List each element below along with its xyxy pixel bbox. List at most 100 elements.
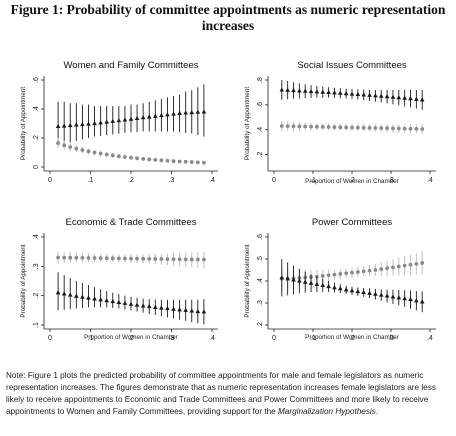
- data-point-triangle: [419, 299, 425, 304]
- data-point-circle: [189, 160, 194, 164]
- data-point-circle: [129, 256, 133, 261]
- data-point-triangle: [55, 290, 61, 295]
- data-point-triangle: [384, 94, 390, 99]
- data-point-circle: [98, 151, 103, 156]
- data-point-circle: [408, 262, 413, 267]
- data-point-triangle: [104, 298, 109, 303]
- data-point-triangle: [279, 275, 285, 280]
- data-point-triangle: [402, 296, 407, 301]
- data-point-triangle: [116, 118, 122, 123]
- data-point-circle: [195, 257, 200, 262]
- x-tick-label: .3: [169, 335, 175, 342]
- data-point-triangle: [165, 112, 170, 117]
- data-point-circle: [123, 256, 127, 261]
- data-point-circle: [141, 156, 146, 161]
- data-point-triangle: [92, 296, 97, 301]
- figure-title-line1: Figure 1: Probability of committee appoi…: [10, 2, 446, 17]
- y-tick-label: .6: [257, 234, 264, 240]
- data-point-circle: [183, 159, 188, 164]
- figure-title: Figure 1: Probability of committee appoi…: [0, 2, 456, 34]
- data-point-triangle: [326, 89, 331, 95]
- data-point-triangle: [338, 90, 343, 95]
- data-point-circle: [159, 158, 164, 163]
- x-tick-label: .2: [349, 335, 355, 342]
- data-point-circle: [165, 257, 170, 262]
- data-point-circle: [367, 268, 372, 273]
- data-point-circle: [110, 256, 115, 261]
- data-point-circle: [396, 264, 401, 269]
- x-tick-label: .3: [388, 335, 394, 342]
- x-tick-label: .4: [209, 335, 215, 342]
- data-point-triangle: [134, 302, 140, 307]
- series-2: [56, 138, 206, 165]
- data-point-triangle: [74, 293, 79, 298]
- x-tick-label: .4: [209, 177, 215, 184]
- data-point-triangle: [414, 298, 419, 303]
- data-point-triangle: [408, 96, 413, 101]
- data-point-triangle: [201, 309, 207, 314]
- data-point-triangle: [302, 88, 308, 93]
- data-point-circle: [116, 154, 121, 159]
- data-point-triangle: [384, 293, 390, 298]
- data-point-triangle: [378, 93, 384, 98]
- data-point-triangle: [86, 121, 91, 126]
- data-point-triangle: [98, 297, 103, 302]
- data-point-triangle: [402, 95, 407, 100]
- data-point-triangle: [110, 118, 116, 123]
- data-point-triangle: [297, 278, 302, 283]
- data-point-circle: [320, 274, 325, 278]
- data-point-triangle: [361, 92, 366, 97]
- y-tick-label: .2: [33, 293, 40, 299]
- data-point-circle: [414, 261, 419, 266]
- data-point-triangle: [195, 109, 201, 114]
- data-point-circle: [56, 255, 60, 260]
- y-tick-label: .4: [33, 234, 40, 240]
- data-point-circle: [373, 268, 378, 272]
- x-tick-label: .3: [169, 177, 175, 184]
- data-point-triangle: [67, 292, 73, 297]
- y-tick-label: .3: [33, 263, 40, 269]
- x-axis-label: Proportion of Women in Chamber: [305, 334, 399, 341]
- panel-title: Social Issues Committees: [297, 60, 407, 71]
- data-point-circle: [344, 271, 349, 276]
- data-point-triangle: [134, 115, 140, 121]
- data-point-triangle: [308, 280, 314, 285]
- data-point-circle: [391, 265, 395, 270]
- series-1: [279, 251, 425, 290]
- data-point-circle: [385, 266, 389, 271]
- data-point-circle: [385, 126, 389, 131]
- data-point-circle: [332, 272, 337, 277]
- data-point-circle: [159, 257, 164, 261]
- data-point-triangle: [308, 88, 314, 94]
- data-point-triangle: [367, 290, 372, 295]
- data-point-triangle: [302, 279, 308, 284]
- data-point-triangle: [343, 91, 349, 96]
- data-point-triangle: [279, 87, 285, 92]
- data-point-circle: [135, 156, 139, 161]
- data-point-triangle: [326, 283, 331, 289]
- y-tick-label: .1: [33, 322, 40, 328]
- data-point-triangle: [171, 306, 176, 311]
- data-point-triangle: [177, 110, 182, 115]
- data-point-triangle: [153, 304, 158, 309]
- y-tick-label: .6: [33, 77, 40, 83]
- data-point-triangle: [140, 303, 146, 308]
- data-point-circle: [338, 125, 343, 130]
- data-point-triangle: [55, 123, 61, 128]
- data-point-circle: [297, 124, 302, 129]
- x-tick-label: .2: [128, 335, 134, 342]
- x-tick-label: .2: [349, 177, 355, 184]
- y-tick-label: .2: [257, 152, 264, 158]
- data-point-triangle: [67, 122, 73, 128]
- data-point-circle: [326, 125, 331, 129]
- data-point-circle: [171, 257, 176, 262]
- data-point-triangle: [320, 89, 326, 94]
- data-point-triangle: [140, 115, 146, 120]
- data-point-triangle: [414, 96, 419, 101]
- data-point-triangle: [373, 93, 378, 98]
- data-point-circle: [86, 256, 91, 260]
- data-point-triangle: [314, 281, 320, 286]
- data-point-triangle: [291, 87, 296, 93]
- data-point-circle: [414, 126, 419, 131]
- data-point-triangle: [104, 119, 109, 124]
